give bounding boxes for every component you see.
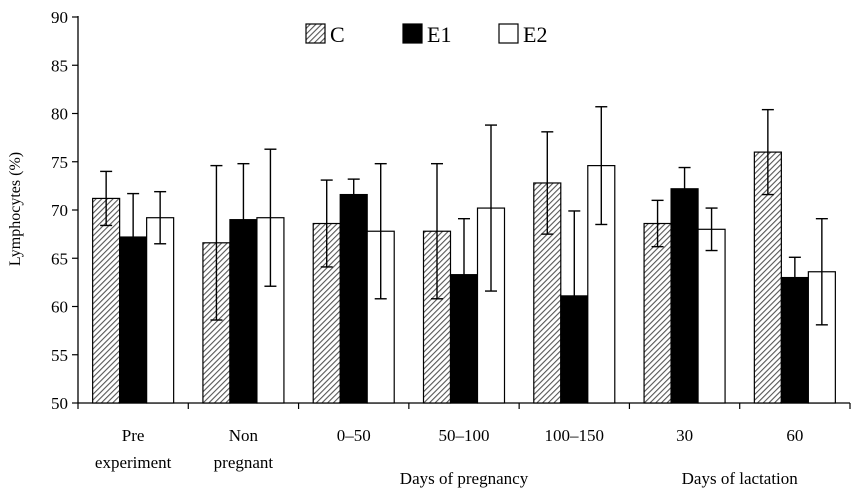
- x-category-label: 60: [786, 426, 803, 445]
- bar-e1: [339, 193, 368, 404]
- x-category-label: Pre: [122, 426, 145, 445]
- x-category-label: experiment: [95, 453, 172, 472]
- x-group-label: Days of pregnancy: [400, 469, 529, 488]
- x-category-label: 0–50: [337, 426, 371, 445]
- bar-c: [643, 222, 672, 404]
- y-tick-label: 75: [51, 153, 68, 172]
- y-tick-label: 60: [51, 298, 68, 317]
- y-tick-label: 50: [51, 394, 68, 413]
- bar-c: [92, 197, 121, 404]
- legend-label-e2: E2: [523, 22, 547, 47]
- y-tick-label: 85: [51, 56, 68, 75]
- error-bars: [100, 106, 828, 382]
- y-tick-label: 65: [51, 249, 68, 268]
- y-tick-label: 55: [51, 346, 68, 365]
- legend: C E1 E2: [305, 22, 547, 47]
- legend-swatch-e1: [402, 23, 423, 44]
- legend-swatch-e2: [498, 23, 519, 44]
- x-axis-labels: Pre experiment Non pregnant 0–50 50–100 100–15…: [95, 426, 803, 488]
- legend-swatch-c: [305, 23, 326, 44]
- y-tick-label: 70: [51, 201, 68, 220]
- x-category-label: 30: [676, 426, 693, 445]
- bar-e2: [146, 217, 175, 404]
- legend-label-c: C: [330, 22, 345, 47]
- bar-e1: [670, 188, 699, 404]
- x-category-label: 100–150: [545, 426, 605, 445]
- x-category-label: Non: [229, 426, 259, 445]
- bars: [92, 151, 836, 404]
- y-axis-title: Lymphocytes (%): [7, 152, 24, 266]
- x-group-label: Days of lactation: [682, 469, 799, 488]
- x-category-label: 50–100: [439, 426, 490, 445]
- bar-e2: [697, 228, 726, 404]
- y-tick-label: 80: [51, 105, 68, 124]
- y-tick-label: 90: [51, 8, 68, 27]
- x-category-label: pregnant: [214, 453, 274, 472]
- legend-label-e1: E1: [427, 22, 451, 47]
